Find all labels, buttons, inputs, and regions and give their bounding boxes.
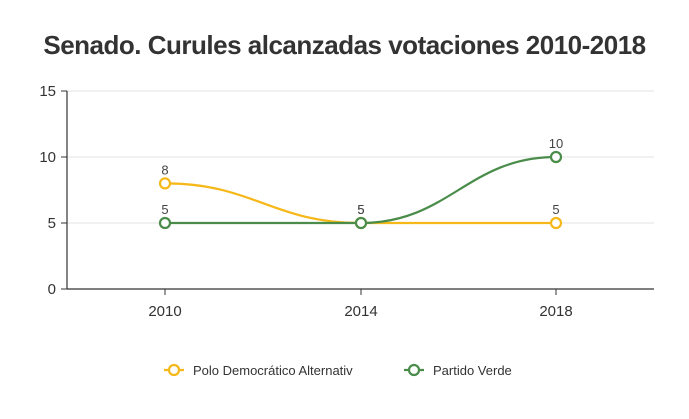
x-tick-label: 2010 bbox=[148, 303, 181, 320]
data-label: 10 bbox=[549, 136, 563, 151]
y-tick-label: 0 bbox=[48, 281, 56, 298]
x-tick-label: 2014 bbox=[344, 303, 377, 320]
data-label: 8 bbox=[161, 162, 168, 177]
legend-item[interactable]: Polo Democrático Alternativ bbox=[164, 363, 353, 378]
data-point[interactable] bbox=[158, 177, 172, 190]
chart-title: Senado. Curules alcanzadas votaciones 20… bbox=[43, 30, 646, 60]
y-tick-label: 10 bbox=[39, 149, 56, 166]
data-point[interactable] bbox=[158, 216, 172, 230]
y-tick-label: 15 bbox=[39, 83, 56, 100]
legend-marker bbox=[407, 363, 421, 377]
data-point[interactable] bbox=[354, 216, 368, 230]
legend-marker bbox=[167, 363, 181, 377]
y-grid: 0 5 10 15 bbox=[39, 83, 654, 298]
data-label: 5 bbox=[552, 202, 559, 217]
legend-item[interactable]: Partido Verde bbox=[404, 363, 512, 378]
y-tick-label: 5 bbox=[48, 215, 56, 232]
data-point[interactable] bbox=[549, 150, 563, 164]
data-label: 5 bbox=[357, 202, 364, 217]
legend-label: Polo Democrático Alternativ bbox=[193, 363, 353, 378]
data-label: 5 bbox=[161, 202, 168, 217]
data-point[interactable] bbox=[549, 216, 563, 230]
legend-label: Partido Verde bbox=[433, 363, 512, 378]
x-tick-label: 2018 bbox=[539, 303, 572, 320]
data-label: 5 bbox=[357, 202, 364, 217]
